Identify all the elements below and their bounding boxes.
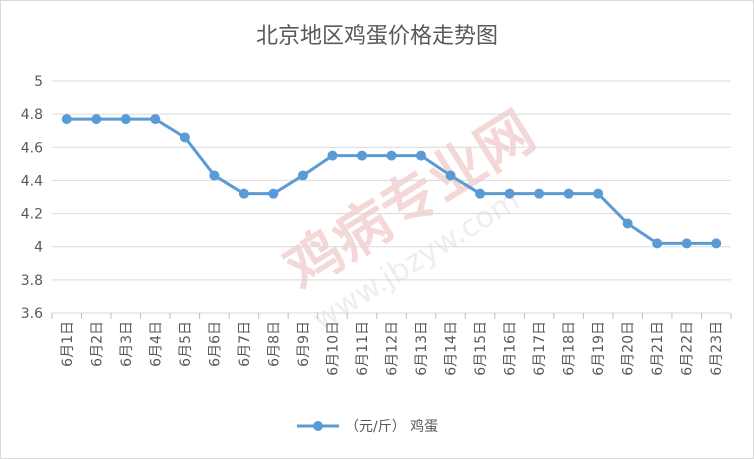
y-tick-label: 5 bbox=[34, 74, 43, 90]
data-point bbox=[297, 170, 308, 181]
data-point bbox=[268, 188, 279, 199]
y-tick-label: 4 bbox=[34, 240, 43, 256]
watermark: 鸡病专业网 www.jbzyw.com bbox=[274, 99, 546, 337]
x-tick-label: 6月5日 bbox=[178, 321, 194, 367]
x-tick-label: 6月2日 bbox=[89, 321, 105, 367]
x-tick-label: 6月6日 bbox=[207, 321, 223, 367]
x-tick-label: 6月3日 bbox=[119, 321, 135, 367]
x-tick-label: 6月4日 bbox=[148, 321, 164, 367]
x-tick-label: 6月15日 bbox=[473, 321, 489, 376]
data-point bbox=[120, 114, 131, 125]
y-tick-label: 4.8 bbox=[21, 107, 43, 123]
x-tick-label: 6月17日 bbox=[532, 321, 548, 376]
data-point bbox=[445, 170, 456, 181]
data-point bbox=[593, 188, 604, 199]
legend-label: （元/斤） 鸡蛋 bbox=[345, 418, 438, 435]
y-axis: 3.6 3.8 4 4.2 4.4 4.6 4.8 5 bbox=[21, 74, 43, 322]
data-point bbox=[327, 150, 338, 161]
x-tick-label: 6月19日 bbox=[591, 321, 607, 376]
x-tick-label: 6月1日 bbox=[60, 321, 76, 367]
legend-marker-swatch bbox=[313, 421, 323, 431]
x-tick-label: 6月13日 bbox=[414, 321, 430, 376]
chart-title: 北京地区鸡蛋价格走势图 bbox=[256, 24, 498, 49]
y-tick-label: 4.2 bbox=[21, 207, 43, 223]
series-layer bbox=[61, 114, 722, 249]
data-point bbox=[416, 150, 427, 161]
y-tick-label: 3.8 bbox=[21, 273, 43, 289]
x-tick-label: 6月10日 bbox=[325, 321, 341, 376]
x-tick-label: 6月16日 bbox=[503, 321, 519, 376]
y-tick-label: 4.6 bbox=[21, 140, 43, 156]
data-point bbox=[179, 132, 190, 143]
data-point bbox=[534, 188, 545, 199]
data-point bbox=[681, 238, 692, 249]
x-tick-label: 6月11日 bbox=[355, 321, 371, 376]
data-point bbox=[475, 188, 486, 199]
data-point bbox=[652, 238, 663, 249]
x-tick-label: 6月18日 bbox=[562, 321, 578, 376]
legend: （元/斤） 鸡蛋 bbox=[297, 418, 438, 435]
y-tick-label: 4.4 bbox=[21, 173, 43, 189]
x-tick-label: 6月12日 bbox=[385, 321, 401, 376]
x-tick-label: 6月21日 bbox=[650, 321, 666, 376]
x-tick-label: 6月20日 bbox=[621, 321, 637, 376]
x-axis: 6月1日 6月2日 6月3日 6月4日 6月5日 6月6日 6月7日 6月8日 6月9日 6月10… bbox=[51, 313, 732, 376]
x-tick-label: 6月14日 bbox=[444, 321, 460, 376]
data-point bbox=[91, 114, 102, 125]
data-point bbox=[711, 238, 722, 249]
x-tick-label: 6月9日 bbox=[296, 321, 312, 367]
data-point bbox=[150, 114, 161, 125]
data-point bbox=[209, 170, 220, 181]
y-tick-label: 3.6 bbox=[21, 306, 43, 322]
x-tick-label: 6月8日 bbox=[266, 321, 282, 367]
data-point bbox=[356, 150, 367, 161]
data-point bbox=[563, 188, 574, 199]
x-tick-label: 6月22日 bbox=[680, 321, 696, 376]
data-point bbox=[61, 114, 72, 125]
x-tick-label: 6月23日 bbox=[709, 321, 725, 376]
data-point bbox=[238, 188, 249, 199]
data-point bbox=[504, 188, 515, 199]
x-tick-label: 6月7日 bbox=[237, 321, 253, 367]
data-point bbox=[386, 150, 397, 161]
data-point bbox=[622, 218, 633, 229]
